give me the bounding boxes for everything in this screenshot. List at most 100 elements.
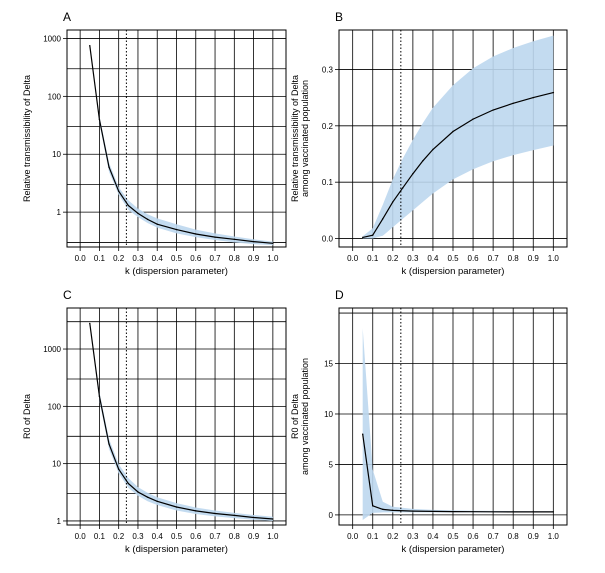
- x-tick-label: 0.0: [347, 532, 359, 541]
- data-point: [492, 109, 494, 111]
- x-tick-label: 0.2: [113, 254, 125, 263]
- confidence-band: [89, 45, 273, 246]
- x-tick-label: 0.4: [152, 254, 164, 263]
- data-point: [214, 512, 216, 515]
- x-tick-label: 0.4: [427, 254, 439, 263]
- y-tick-label: 1000: [43, 345, 61, 354]
- y-tick-label: 10: [52, 150, 61, 159]
- x-tick-label: 0.6: [190, 532, 202, 541]
- data-point: [392, 201, 394, 203]
- x-tick-label: 0.5: [447, 254, 459, 263]
- data-point: [382, 218, 384, 220]
- y-tick-label: 10: [52, 460, 61, 469]
- x-tick-label: 0.5: [171, 254, 183, 263]
- y-tick-label: 0: [329, 511, 334, 520]
- data-point: [89, 44, 91, 47]
- y-axis-label: among vaccinated population: [300, 358, 310, 475]
- x-tick-label: 0.9: [528, 254, 540, 263]
- x-tick-label: 0.4: [427, 532, 439, 541]
- x-tick-label: 0.9: [248, 254, 260, 263]
- data-point: [552, 91, 555, 94]
- x-tick-label: 0.9: [528, 532, 540, 541]
- data-point: [137, 212, 139, 215]
- data-point: [512, 102, 514, 104]
- data-point: [432, 148, 434, 151]
- y-tick-label: 0.0: [322, 235, 334, 244]
- data-point: [252, 240, 255, 243]
- data-point: [175, 228, 178, 231]
- x-tick-label: 0.2: [113, 532, 125, 541]
- series-line: [362, 434, 554, 513]
- x-axis-label: k (dispersion parameter): [402, 266, 505, 277]
- data-point: [127, 482, 130, 485]
- series-line: [362, 92, 554, 238]
- x-tick-label: 0.6: [468, 532, 480, 541]
- x-tick-label: 0.6: [468, 254, 480, 263]
- x-tick-label: 0.1: [94, 532, 106, 541]
- panel-label: D: [335, 288, 344, 302]
- data-point: [195, 233, 197, 235]
- panel-a: 0.0 0.1 0.2 0.3 0.4 0.5 0.6 0.7 0.8 0.9 1.0 1 10 100 1…: [22, 10, 287, 277]
- y-axis-label: among vaccinated population: [300, 80, 310, 197]
- data-point: [272, 242, 274, 244]
- x-tick-label: 1.0: [548, 532, 560, 541]
- x-tick-label: 0.9: [248, 532, 260, 541]
- x-tick-label: 0.3: [132, 254, 144, 263]
- data-point: [472, 510, 474, 513]
- confidence-band: [89, 323, 273, 521]
- data-point: [552, 511, 555, 513]
- data-point: [214, 236, 216, 238]
- data-point: [272, 518, 274, 520]
- panel-b: 0.0 0.1 0.2 0.3 0.4 0.5 0.6 0.7 0.8 0.9 1.0 0.0 0.1 0…: [290, 10, 568, 277]
- data-point: [117, 468, 120, 470]
- x-axis-label: k (dispersion parameter): [125, 266, 228, 277]
- y-tick-label: 10: [324, 410, 333, 419]
- data-point: [117, 190, 120, 192]
- x-tick-label: 0.1: [367, 254, 379, 263]
- data-point: [233, 514, 236, 517]
- series-line: [89, 323, 273, 520]
- data-point: [156, 500, 158, 503]
- data-point: [382, 508, 384, 511]
- x-tick-label: 0.0: [75, 532, 87, 541]
- x-tick-label: 0.7: [209, 254, 221, 263]
- x-tick-label: 0.3: [407, 532, 419, 541]
- x-tick-label: 0.7: [488, 254, 500, 263]
- y-tick-label: 100: [48, 92, 62, 101]
- x-tick-label: 0.3: [407, 254, 419, 263]
- series-line: [89, 45, 273, 244]
- y-axis-label: Relative transmissibility of Delta: [22, 75, 32, 202]
- panel-label: A: [63, 10, 71, 24]
- x-tick-label: 0.4: [152, 532, 164, 541]
- data-point: [512, 511, 514, 513]
- data-point: [392, 509, 394, 512]
- x-axis-label: k (dispersion parameter): [402, 544, 505, 555]
- data-point: [452, 130, 454, 133]
- x-tick-label: 0.0: [347, 254, 359, 263]
- data-point: [432, 510, 434, 513]
- data-point: [233, 238, 236, 240]
- data-point: [532, 511, 534, 513]
- y-tick-label: 15: [324, 360, 333, 369]
- data-point: [146, 496, 149, 498]
- y-tick-label: 0.1: [322, 178, 334, 187]
- data-point: [195, 510, 197, 512]
- data-point: [372, 234, 374, 236]
- y-tick-label: 5: [329, 460, 334, 469]
- data-point: [492, 511, 494, 513]
- data-point: [362, 236, 364, 239]
- x-tick-label: 1.0: [267, 254, 279, 263]
- data-point: [89, 322, 91, 325]
- panel-c: 0.0 0.1 0.2 0.3 0.4 0.5 0.6 0.7 0.8 0.9 1.0 1 10 100 1…: [22, 288, 287, 555]
- x-axis-label: k (dispersion parameter): [125, 544, 228, 555]
- y-tick-label: 1: [57, 208, 62, 217]
- data-point: [252, 516, 255, 519]
- data-point: [175, 506, 178, 508]
- data-point: [146, 218, 149, 221]
- data-point: [452, 510, 454, 513]
- x-tick-label: 1.0: [548, 254, 560, 263]
- x-tick-label: 0.8: [508, 532, 520, 541]
- data-point: [108, 166, 110, 168]
- data-point: [472, 118, 474, 120]
